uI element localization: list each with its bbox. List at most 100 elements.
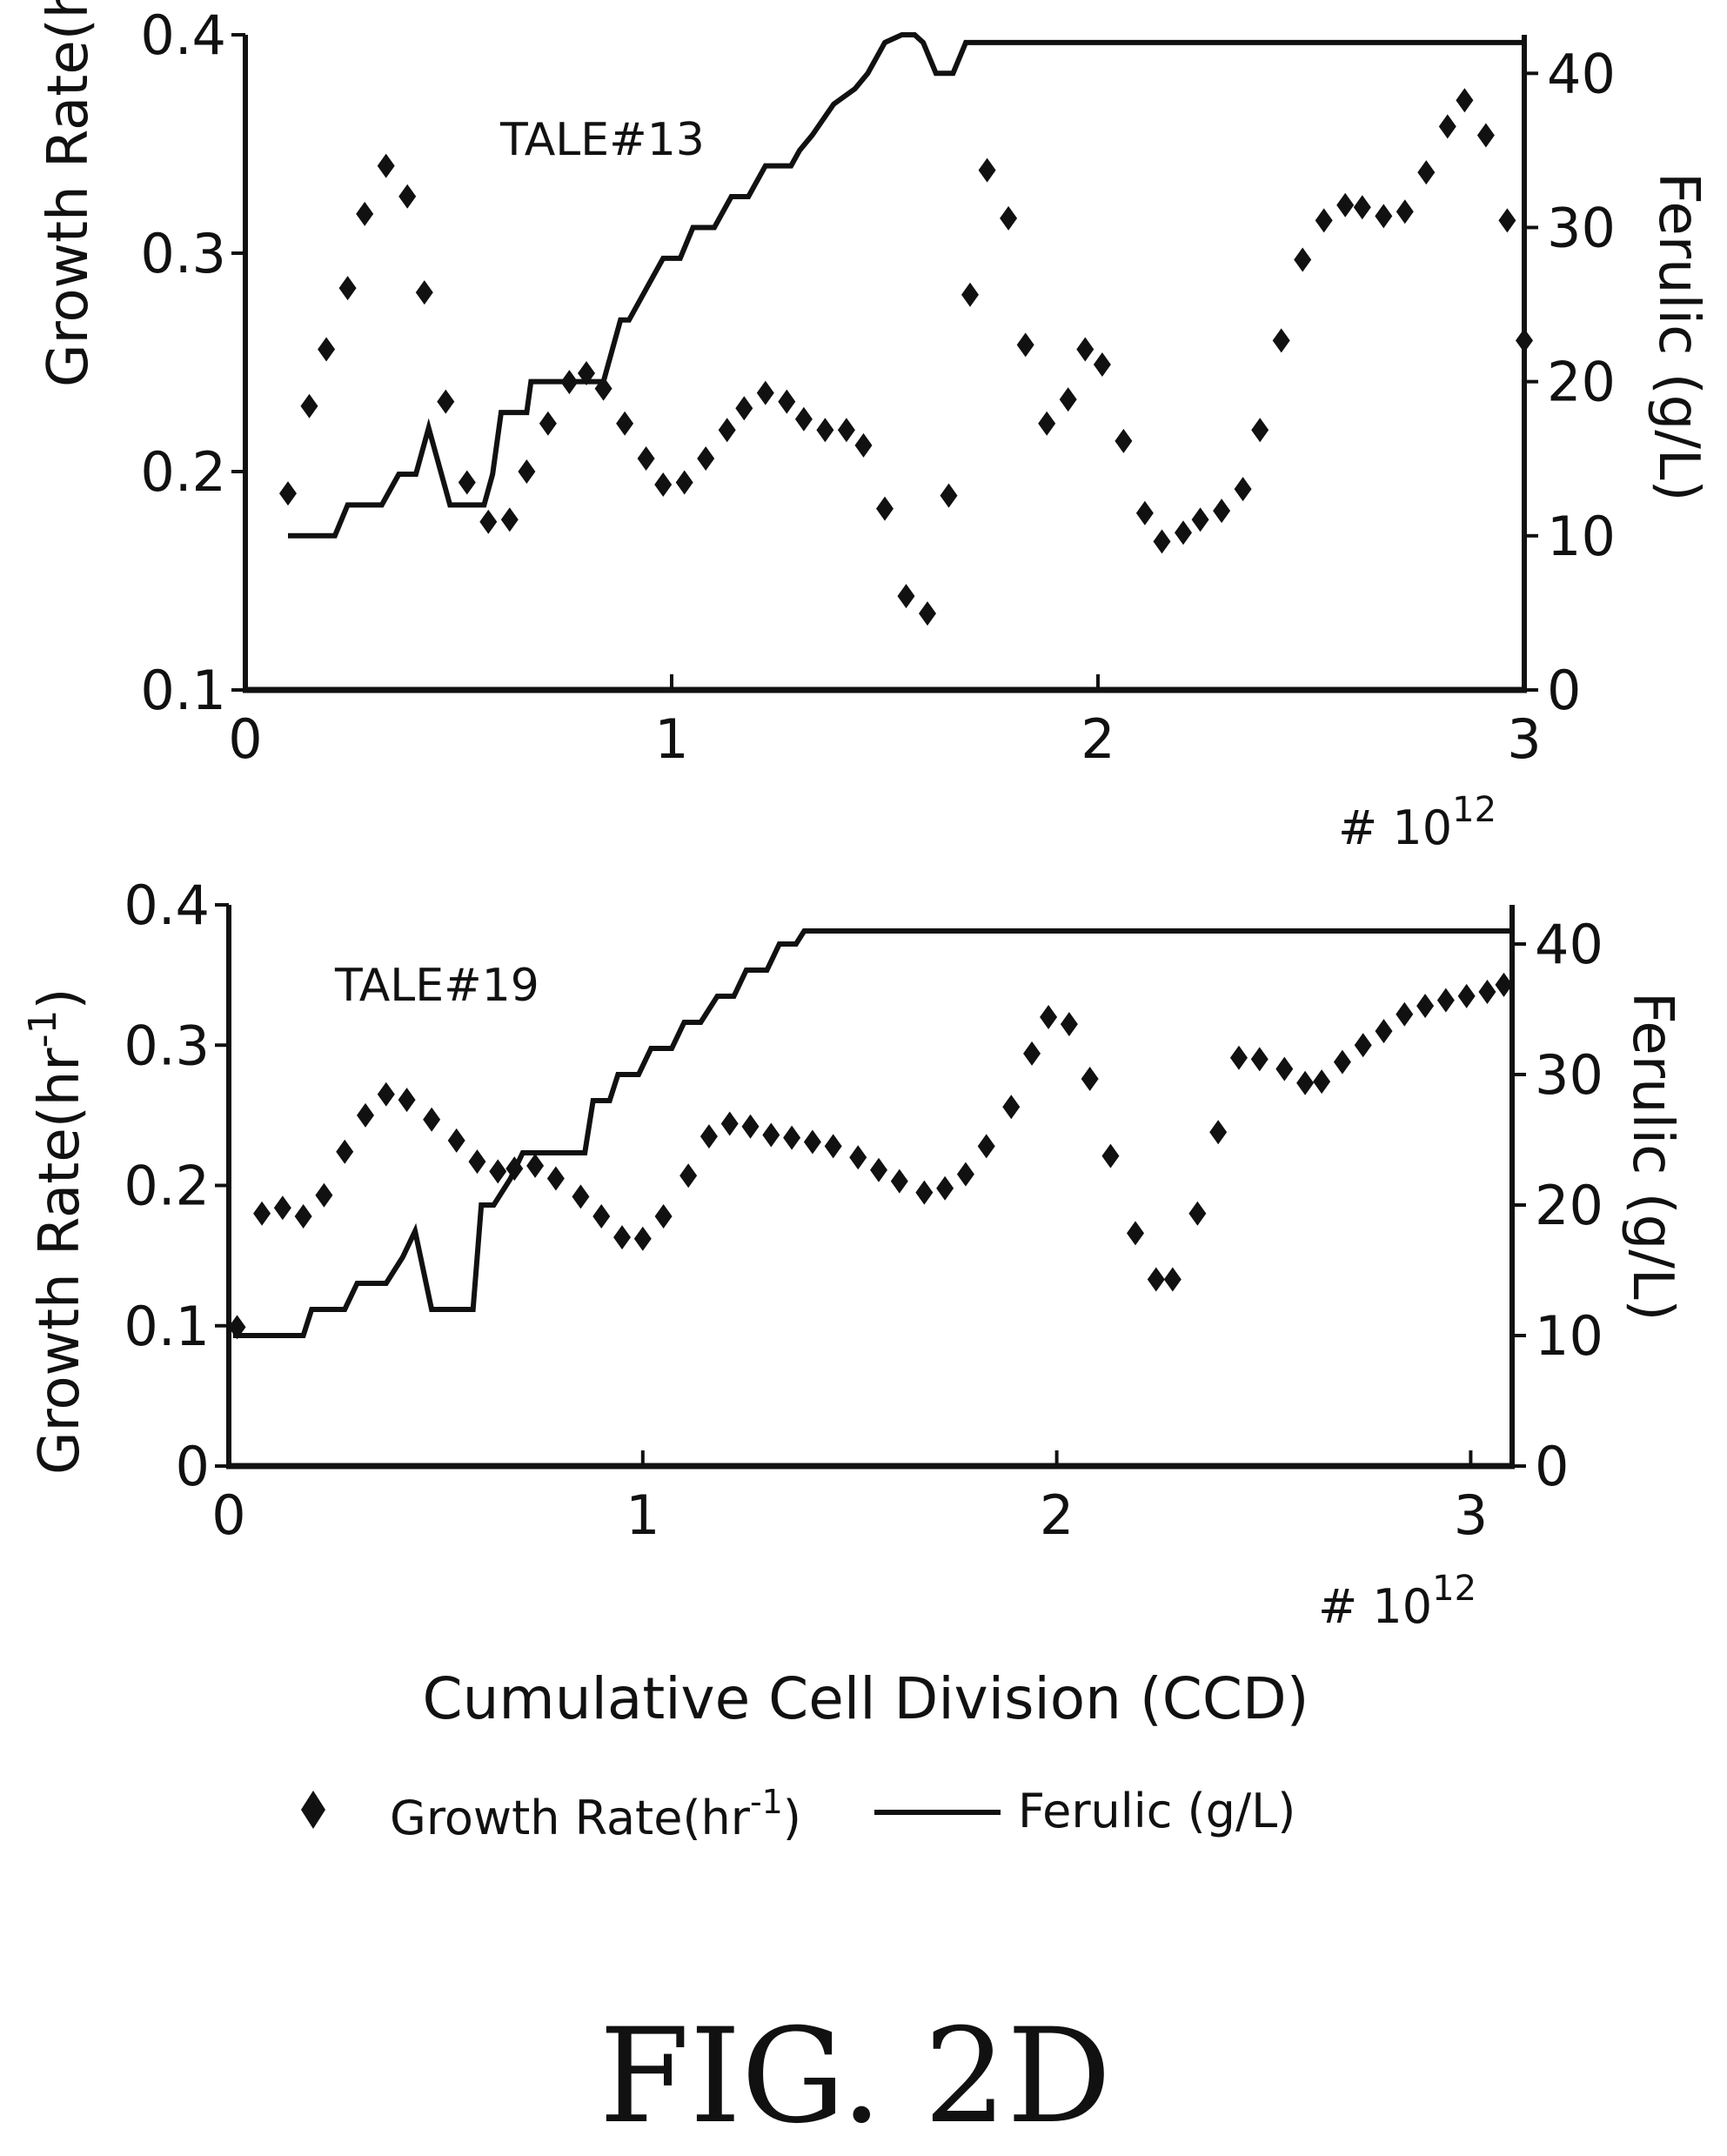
growth-rate-point (1234, 477, 1252, 502)
growth-rate-point (423, 1107, 441, 1132)
growth-rate-point (936, 1175, 954, 1201)
y-left-tick-label: 0.1 (124, 1295, 210, 1358)
growth-rate-point (1438, 114, 1456, 139)
growth-rate-point (961, 282, 979, 307)
panel-annotation: TALE#13 (499, 114, 705, 166)
growth-rate-point (489, 1159, 507, 1184)
growth-rate-point (1272, 328, 1290, 353)
growth-rate-point (675, 470, 693, 495)
growth-rate-point (700, 1124, 718, 1149)
growth-rate-point (783, 1125, 801, 1150)
legend: Growth Rate(hr-1) Ferulic (g/L) (301, 1783, 1295, 1845)
growth-rate-point (1456, 88, 1474, 113)
growth-rate-point (816, 418, 834, 443)
growth-rate-point (1294, 247, 1312, 272)
growth-rate-point (1275, 1056, 1294, 1081)
growth-rate-point (560, 370, 579, 395)
growth-rate-point (1093, 352, 1111, 378)
y-left-tick-label: 0.4 (124, 874, 210, 937)
growth-rate-point (572, 1184, 590, 1209)
ferulic-line-layer (232, 928, 1512, 1338)
growth-rate-markers-layer (228, 972, 1513, 1340)
growth-rate-point (1478, 979, 1496, 1004)
growth-rate-point (803, 1129, 821, 1155)
growth-rate-point (1135, 500, 1154, 526)
growth-rate-point (1101, 1143, 1120, 1168)
growth-rate-point (1191, 507, 1209, 532)
growth-rate-point (762, 1122, 780, 1148)
growth-rate-point (915, 1180, 934, 1205)
growth-rate-point (377, 153, 395, 178)
growth-rate-point (890, 1168, 908, 1194)
growth-rate-point (720, 1111, 739, 1136)
growth-rate-point (778, 389, 796, 414)
x-axis-title: Cumulative Cell Division (CCD) (423, 1665, 1309, 1732)
growth-rate-point (336, 1139, 354, 1164)
growth-rate-point (679, 1163, 698, 1188)
growth-rate-point (956, 1162, 974, 1187)
growth-rate-point (1336, 192, 1355, 218)
growth-rate-point (870, 1157, 888, 1182)
growth-rate-point (849, 1145, 867, 1170)
growth-rate-point (1495, 972, 1513, 997)
figure-label: FIG. 2D (599, 2001, 1112, 2153)
y-left-tick-label: 0.2 (124, 1155, 210, 1218)
growth-rate-point (1209, 1120, 1228, 1145)
growth-rate-point (977, 1134, 995, 1159)
growth-rate-point (837, 418, 855, 443)
growth-rate-point (897, 584, 915, 609)
growth-rate-point (1081, 1066, 1099, 1091)
growth-rate-point (294, 1203, 312, 1229)
y-left-tick-label: 0.2 (140, 440, 226, 504)
growth-rate-point (1417, 160, 1436, 185)
growth-rate-point (654, 472, 673, 498)
growth-rate-point (854, 432, 873, 458)
growth-rate-point (447, 1128, 465, 1153)
y-left-tick-label: 0.3 (124, 1014, 210, 1077)
growth-rate-point (505, 1156, 524, 1182)
growth-rate-point (1251, 418, 1269, 443)
growth-rate-point (1016, 332, 1034, 358)
ferulic-line (288, 32, 1524, 539)
growth-rate-point (741, 1114, 760, 1139)
growth-rate-point (318, 337, 336, 362)
right-axis-label: Ferulic (g/L) (1620, 992, 1684, 1321)
growth-rate-point (1250, 1047, 1268, 1072)
growth-rate-point (756, 380, 774, 405)
growth-rate-point (398, 1088, 416, 1113)
growth-rate-point (1060, 1012, 1078, 1037)
growth-rate-point (1059, 387, 1077, 412)
growth-rate-point (377, 1081, 395, 1107)
growth-rate-point (1354, 1033, 1372, 1058)
growth-rate-point (279, 481, 297, 506)
growth-rate-point (1396, 199, 1414, 224)
growth-rate-point (735, 396, 753, 421)
x-tick-label: 1 (654, 707, 688, 771)
growth-rate-point (357, 1102, 375, 1128)
growth-rate-point (824, 1134, 842, 1159)
growth-rate-point (616, 411, 634, 436)
growth-rate-point (1076, 337, 1094, 362)
growth-rate-point (1375, 1019, 1393, 1044)
left-axis-label: Growth Rate(hr-1) (30, 0, 101, 387)
y-left-tick-label: 0 (176, 1435, 210, 1498)
growth-rate-point (1147, 1267, 1165, 1292)
growth-rate-point (1315, 208, 1333, 233)
growth-rate-point (273, 1195, 291, 1221)
y-right-tick-label: 30 (1547, 196, 1616, 259)
growth-rate-point (654, 1203, 673, 1229)
growth-rate-point (594, 376, 612, 401)
growth-rate-point (437, 389, 455, 414)
growth-rate-point (338, 276, 357, 301)
growth-rate-point (1000, 205, 1018, 231)
ferulic-line-layer (288, 32, 1524, 539)
axes-frame (215, 903, 1526, 1470)
y-right-tick-label: 20 (1535, 1174, 1603, 1237)
x-multiplier: # 1012 (1338, 790, 1496, 855)
growth-rate-point (592, 1203, 611, 1229)
growth-rate-point (228, 1315, 246, 1340)
growth-rate-point (1375, 204, 1393, 229)
growth-rate-point (300, 393, 318, 418)
growth-rate-markers-layer (279, 88, 1533, 626)
